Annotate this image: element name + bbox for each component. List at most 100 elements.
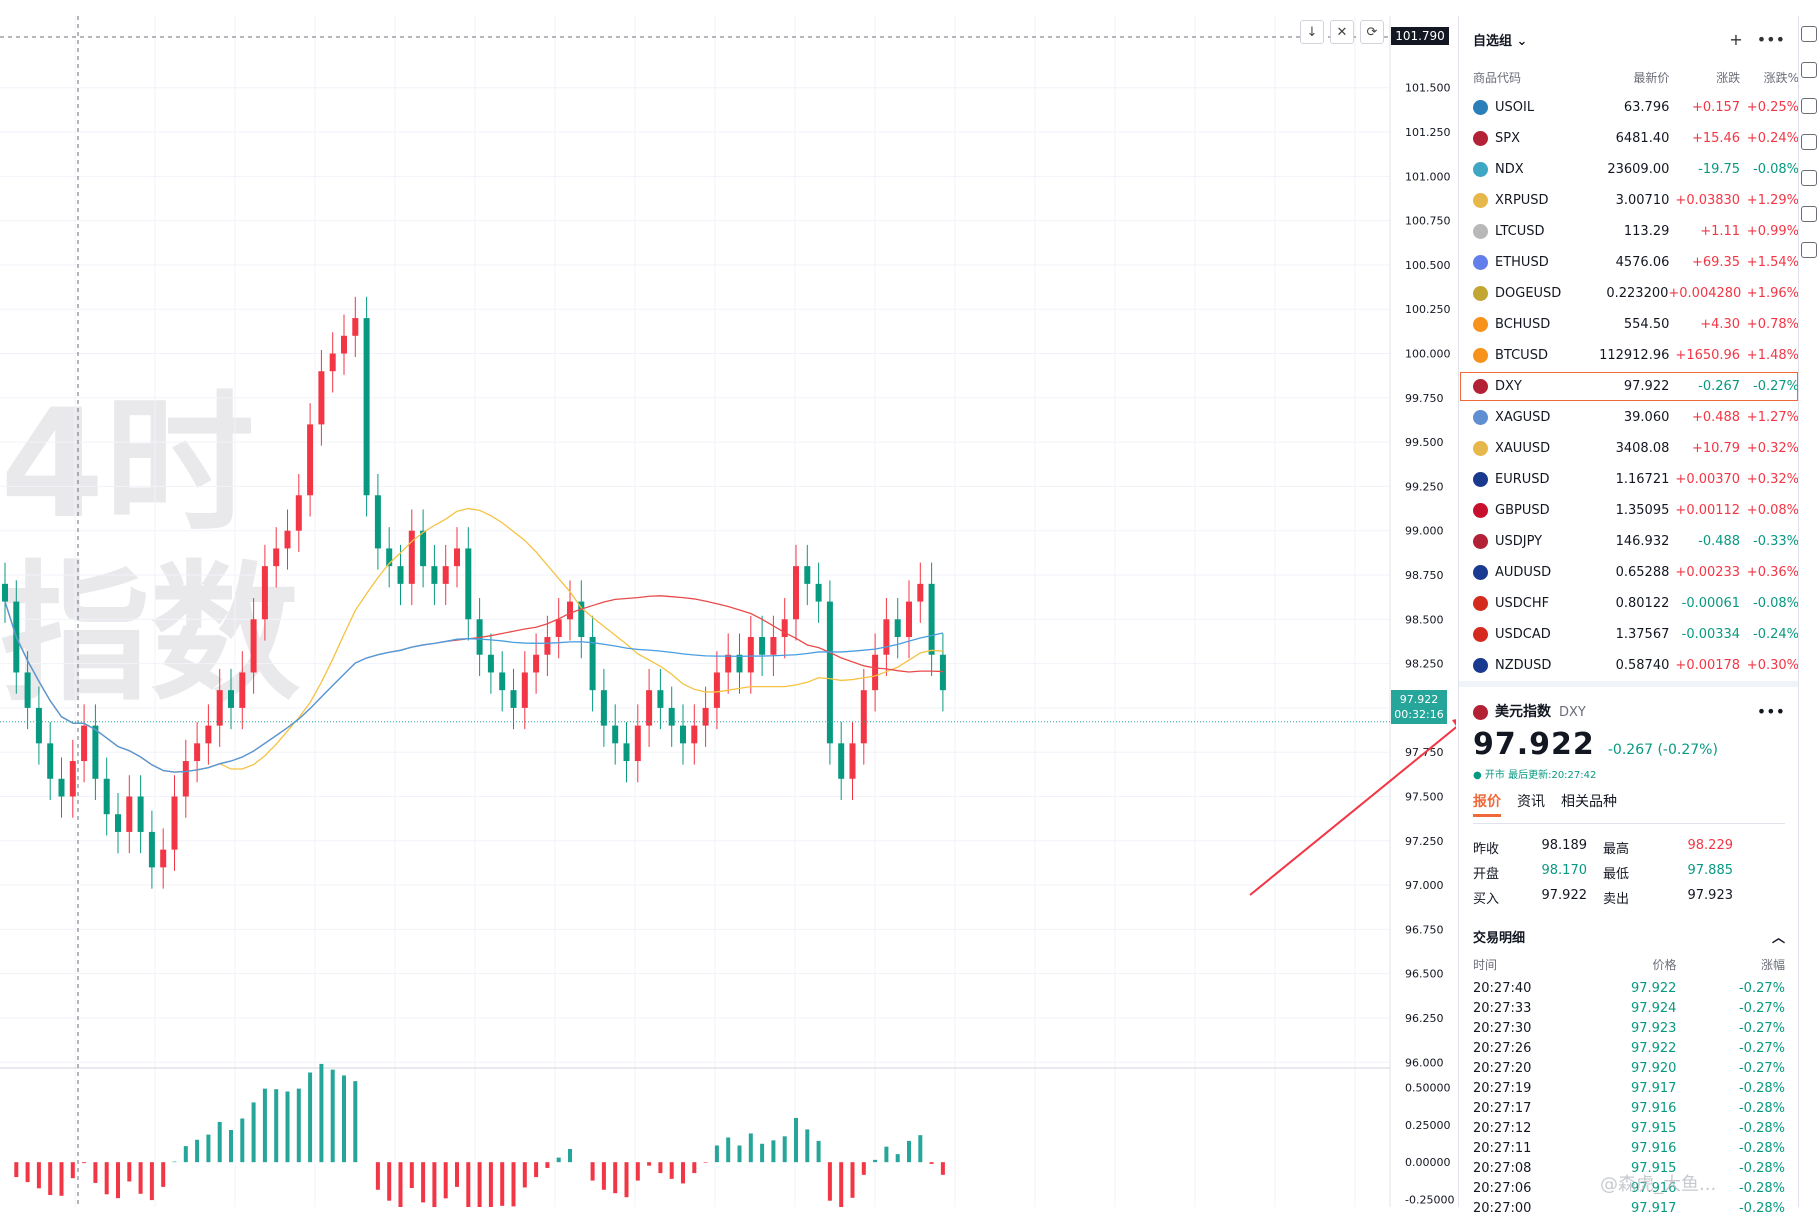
macd-histogram-bar — [545, 1162, 550, 1168]
watchlist-row-usdjpy[interactable]: USDJPY 146.932 -0.488 -0.33% — [1459, 526, 1799, 557]
watchlist-row-xrpusd[interactable]: XRPUSD 3.00710 +0.03830 +1.29% — [1459, 185, 1799, 216]
watchlist-icon[interactable] — [1800, 26, 1817, 42]
detail-more-icon[interactable]: ••• — [1756, 701, 1785, 721]
watchlist-row-xauusd[interactable]: XAUUSD 3408.08 +10.79 +0.32% — [1459, 433, 1799, 464]
trade-chg: -0.27% — [1738, 1020, 1785, 1036]
row-last: 1.37567 — [1615, 627, 1670, 642]
candle-body — [318, 371, 325, 425]
candle-body — [205, 725, 212, 744]
detail-code: DXY — [1559, 705, 1586, 720]
candle-body — [510, 690, 517, 708]
macd-histogram-bar — [748, 1133, 753, 1163]
macd-histogram-bar — [353, 1081, 358, 1163]
candle-body — [341, 335, 347, 354]
tab-0[interactable]: 报价 — [1473, 791, 1501, 817]
macd-histogram-bar — [907, 1140, 911, 1163]
watchlist-row-usdcad[interactable]: USDCAD 1.37567 -0.00334 -0.24% — [1459, 619, 1799, 650]
row-change: +0.03830 — [1675, 193, 1741, 208]
trade-chg: -0.28% — [1738, 1160, 1785, 1176]
macd-histogram-bar — [827, 1162, 832, 1201]
candlestick-chart[interactable]: 101.500 101.250 101.000 100.750 100.500 100.2… — [0, 0, 1456, 1207]
quote-value: 98.229 — [1687, 838, 1734, 853]
watchlist-row-bchusd[interactable]: BCHUSD 554.50 +4.30 +0.78% — [1459, 309, 1799, 340]
chat-icon[interactable] — [1800, 134, 1817, 150]
alert-icon[interactable] — [1800, 62, 1817, 78]
watchlist-row-audusd[interactable]: AUDUSD 0.65288 +0.00233 +0.36% — [1459, 557, 1799, 588]
tab-2[interactable]: 相关品种 — [1561, 794, 1617, 810]
trade-price: 97.917 — [1630, 1080, 1677, 1096]
watchlist-row-dogeusd[interactable]: DOGEUSD 0.223200 +0.004280 +1.96% — [1459, 278, 1799, 309]
trade-time: 20:27:20 — [1473, 1060, 1532, 1076]
watchlist-row-dxy[interactable]: DXY 97.922 -0.267 -0.27% — [1459, 371, 1799, 402]
price-tick: 98.250 — [1405, 658, 1444, 671]
macd-histogram-bar — [500, 1162, 505, 1206]
watchlist-row-ethusd[interactable]: ETHUSD 4576.06 +69.35 +1.54% — [1459, 247, 1799, 278]
col-symbol[interactable]: 商品代码 — [1473, 70, 1522, 85]
row-change: +69.35 — [1691, 255, 1741, 270]
candle-body — [804, 566, 811, 584]
calendar-icon[interactable] — [1800, 98, 1817, 114]
symbol-logo-icon — [1473, 131, 1488, 146]
macd-tick: 0.25000 — [1405, 1119, 1451, 1132]
candle-body — [589, 637, 596, 691]
trade-row: 20:27:30 97.923 -0.27% — [1473, 1018, 1785, 1038]
col-last[interactable]: 最新价 — [1633, 70, 1670, 85]
watchlist-row-usoil[interactable]: USOIL 63.796 +0.157 +0.25% — [1459, 92, 1799, 123]
tab-1[interactable]: 资讯 — [1517, 794, 1545, 810]
candle-body — [872, 654, 879, 691]
macd-histogram-bar — [70, 1162, 75, 1179]
macd-histogram-bar — [229, 1129, 233, 1163]
macd-histogram-bar — [816, 1140, 821, 1163]
watchlist-row-btcusd[interactable]: BTCUSD 112912.96 +1650.96 +1.48% — [1459, 340, 1799, 371]
row-last: 0.80122 — [1615, 596, 1670, 611]
candle-body — [578, 601, 585, 638]
symbol-logo-icon — [1473, 224, 1488, 239]
row-last: 3.00710 — [1615, 193, 1670, 208]
candle-body — [883, 619, 890, 655]
last-price-label: 97.922 00:32:16 — [1391, 690, 1447, 724]
add-symbol-button[interactable]: + — [1729, 29, 1743, 49]
candle-body — [103, 778, 110, 815]
trades-header[interactable]: 交易明细 ︿ — [1473, 927, 1785, 946]
watchlist-row-eurusd[interactable]: EURUSD 1.16721 +0.00370 +0.32% — [1459, 464, 1799, 495]
row-last: 1.16721 — [1615, 472, 1670, 487]
row-pct: +0.36% — [1746, 565, 1799, 580]
watchlist-row-spx[interactable]: SPX 6481.40 +15.46 +0.24% — [1459, 123, 1799, 154]
refresh-icon[interactable]: ⟳ — [1360, 20, 1384, 44]
watchlist-row-gbpusd[interactable]: GBPUSD 1.35095 +0.00112 +0.08% — [1459, 495, 1799, 526]
macd-histogram-bar — [940, 1162, 945, 1175]
row-last: 0.65288 — [1615, 565, 1670, 580]
watchlist-row-ndx[interactable]: NDX 23609.00 -19.75 -0.08% — [1459, 154, 1799, 185]
scroll-down-icon[interactable]: ↓ — [1300, 20, 1324, 44]
row-last: 146.932 — [1615, 534, 1670, 549]
row-pct: +0.32% — [1746, 472, 1799, 487]
collapse-icon[interactable]: ︿ — [1771, 931, 1785, 946]
trade-price: 97.916 — [1630, 1180, 1677, 1196]
candle-body — [352, 318, 359, 336]
col-pct[interactable]: 涨跌% — [1763, 70, 1799, 85]
trade-row: 20:27:12 97.915 -0.28% — [1473, 1118, 1785, 1138]
more-icon[interactable]: ••• — [1756, 29, 1785, 49]
trade-price: 97.916 — [1630, 1100, 1677, 1116]
candle-body — [250, 619, 257, 673]
candle-body — [24, 672, 31, 708]
price-tick: 101.000 — [1405, 170, 1451, 183]
candle-body — [657, 690, 664, 708]
row-change: +4.30 — [1700, 317, 1741, 332]
ideas-icon[interactable] — [1800, 206, 1817, 222]
quote-key: 卖出 — [1603, 892, 1630, 907]
notifications-icon[interactable] — [1800, 242, 1817, 258]
macd-histogram-bar — [794, 1117, 798, 1163]
news-icon[interactable] — [1800, 170, 1817, 186]
chart-area[interactable]: 4时 指数 101.500 101.250 101.000 100.750 100.500… — [0, 0, 1456, 1207]
trade-chg: -0.28% — [1738, 1200, 1785, 1216]
watchlist-title[interactable]: 自选组 ⌄ — [1473, 33, 1528, 49]
close-icon[interactable]: ✕ — [1330, 20, 1354, 44]
watchlist-row-nzdusd[interactable]: NZDUSD 0.58740 +0.00178 +0.30% — [1459, 650, 1799, 681]
watchlist-row-ltcusd[interactable]: LTCUSD 113.29 +1.11 +0.99% — [1459, 216, 1799, 247]
watchlist-row-xagusd[interactable]: XAGUSD 39.060 +0.488 +1.27% — [1459, 402, 1799, 433]
watchlist-row-usdchf[interactable]: USDCHF 0.80122 -0.00061 -0.08% — [1459, 588, 1799, 619]
candle-body — [115, 814, 121, 832]
col-change[interactable]: 涨跌 — [1716, 70, 1741, 85]
trade-chg: -0.27% — [1738, 1000, 1785, 1016]
